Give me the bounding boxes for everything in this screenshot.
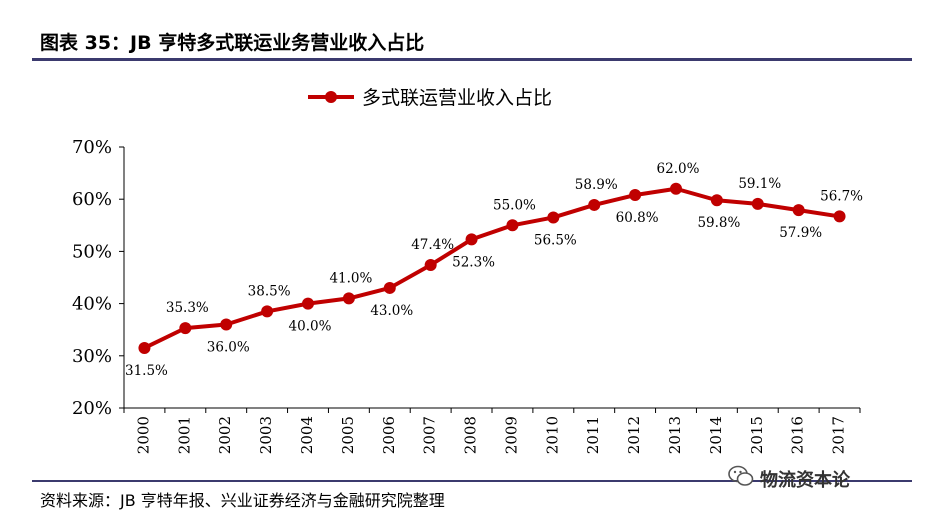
x-tick-label: 2014 (707, 416, 725, 454)
data-label: 59.8% (697, 215, 740, 231)
legend-swatch-marker (325, 91, 337, 103)
data-point (465, 233, 478, 246)
legend-label: 多式联运营业收入占比 (362, 87, 552, 109)
x-tick-label: 2013 (666, 416, 684, 454)
watermark-text: 物流资本论 (760, 470, 850, 491)
y-tick-label: 70% (72, 137, 112, 158)
data-labels: 31.5% 35.3% 36.0% 38.5% 40.0% 41.0% 43.0% 47.4%… (125, 161, 863, 379)
x-tick-label: 2009 (502, 416, 520, 454)
data-point (588, 198, 601, 211)
x-tick-label: 2015 (748, 416, 766, 454)
data-label: 56.5% (534, 232, 577, 248)
x-tick-label: 2011 (584, 416, 602, 454)
data-label: 56.7% (820, 188, 863, 204)
data-point (506, 219, 519, 232)
data-label: 52.3% (452, 254, 495, 270)
y-tick-label: 50% (72, 241, 112, 262)
x-axis-ticks: 2000 2001 2002 2003 2004 2005 2006 2007 2008 2009… (123, 408, 861, 454)
x-tick-label: 2001 (175, 416, 193, 454)
data-label: 58.9% (575, 177, 618, 193)
data-label: 57.9% (779, 225, 822, 241)
data-label: 43.0% (370, 303, 413, 319)
y-tick-label: 40% (72, 294, 112, 315)
figure-title: 图表 35：JB 亨特多式联运业务营业收入占比 (40, 32, 425, 54)
y-tick-label: 30% (72, 346, 112, 367)
x-tick-label: 2010 (543, 416, 561, 454)
x-tick-label: 2008 (462, 416, 480, 454)
data-point (629, 189, 642, 202)
data-label: 31.5% (125, 363, 168, 379)
x-tick-label: 2005 (339, 416, 357, 454)
line-chart: 20%30%40%50%60%70% 2000 2001 2002 2003 2004 2… (72, 87, 863, 454)
series-points (138, 182, 846, 354)
wechat-icon (728, 465, 754, 486)
data-point (179, 322, 192, 335)
data-point (220, 318, 233, 331)
data-point (138, 341, 151, 354)
x-tick-label: 2006 (380, 416, 398, 454)
data-point (670, 182, 682, 195)
data-label: 38.5% (248, 283, 291, 299)
data-point (547, 211, 560, 224)
data-label: 41.0% (329, 270, 372, 286)
x-tick-label: 2000 (134, 416, 152, 454)
data-label: 47.4% (411, 237, 454, 253)
series-line (143, 186, 840, 350)
x-tick-label: 2017 (830, 416, 848, 454)
series-polyline (143, 186, 840, 350)
data-point (833, 210, 846, 223)
x-tick-label: 2004 (298, 416, 316, 454)
x-tick-label: 2007 (421, 416, 439, 454)
title-rule (32, 58, 912, 61)
chart-legend: 多式联运营业收入占比 (308, 87, 552, 109)
data-point (342, 292, 355, 305)
data-label: 40.0% (289, 319, 332, 335)
data-label: 60.8% (616, 210, 659, 226)
y-tick-label: 20% (72, 398, 112, 419)
y-axis-ticks: 20% 30% 40% 50% 60% 70% (72, 137, 124, 419)
data-label: 35.3% (166, 300, 209, 316)
x-tick-label: 2003 (257, 416, 275, 454)
y-tick-label: 60% (72, 189, 112, 210)
source-rule (32, 480, 912, 482)
data-point (261, 305, 274, 318)
data-label: 59.1% (738, 176, 781, 192)
x-tick-label: 2002 (216, 416, 234, 454)
data-point (424, 258, 437, 271)
data-point (302, 297, 314, 310)
data-label: 55.0% (493, 197, 536, 213)
data-point (751, 197, 764, 210)
x-tick-label: 2016 (789, 416, 807, 454)
data-label: 62.0% (657, 161, 700, 177)
source-note: 资料来源：JB 亨特年报、兴业证券经济与金融研究院整理 (40, 491, 445, 510)
data-point (383, 281, 396, 294)
data-point (792, 204, 805, 217)
data-point (710, 194, 723, 207)
data-label: 36.0% (207, 339, 250, 355)
x-tick-label: 2012 (625, 416, 643, 454)
